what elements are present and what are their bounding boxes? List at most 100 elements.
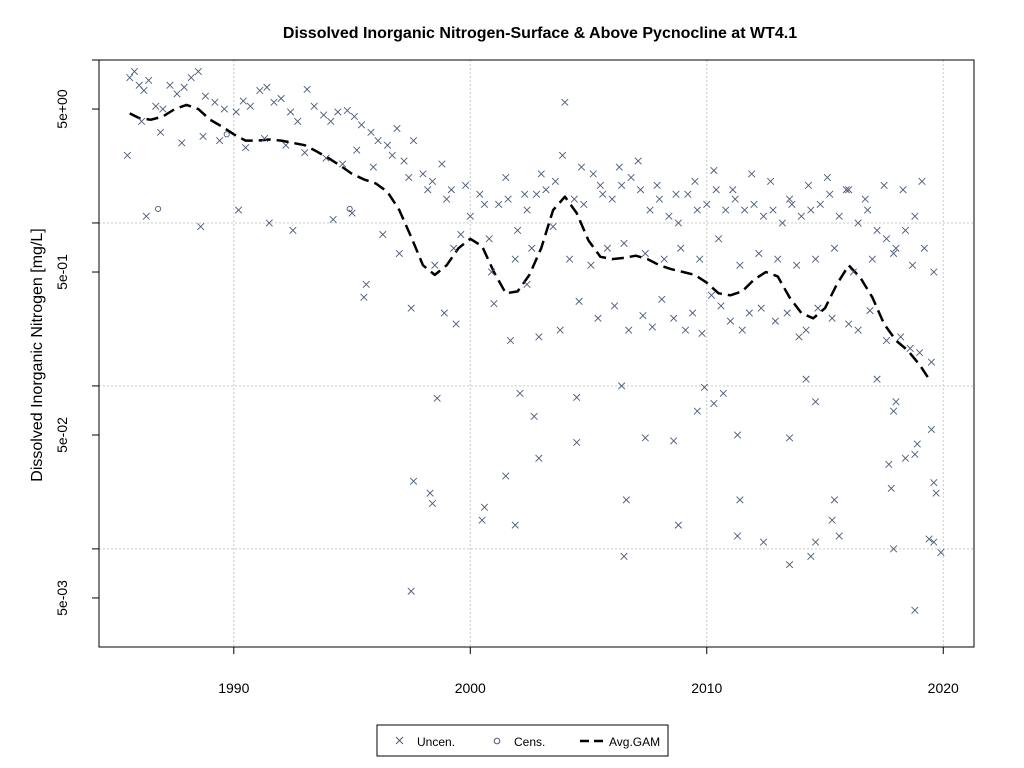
data-point-uncen <box>733 532 742 540</box>
data-point-uncen <box>887 484 895 493</box>
data-point-uncen <box>362 280 370 288</box>
data-point-uncen <box>757 304 765 312</box>
data-point-uncen <box>286 108 295 116</box>
data-point-uncen <box>594 314 602 322</box>
data-point-uncen <box>405 173 413 182</box>
data-point-uncen <box>693 206 701 214</box>
data-point-uncen <box>750 200 758 209</box>
data-point-uncen <box>748 170 756 178</box>
legend-label-cens: Cens. <box>514 735 545 749</box>
data-point-uncen <box>802 375 810 383</box>
data-point-uncen <box>726 317 735 325</box>
y-tick-label: 5e-01 <box>54 254 70 290</box>
data-point-uncen <box>655 195 664 203</box>
data-point-uncen <box>873 226 881 235</box>
data-point-uncen <box>123 151 131 159</box>
y-tick-label: 5e-02 <box>54 417 70 453</box>
data-point-uncen <box>320 111 328 119</box>
data-point-uncen <box>130 67 139 76</box>
data-point-uncen <box>816 200 824 209</box>
data-point-uncen <box>551 177 560 185</box>
data-point-uncen <box>648 323 656 331</box>
data-point-uncen <box>234 206 243 214</box>
data-point-uncen <box>627 173 635 182</box>
data-point-uncen <box>530 412 538 421</box>
data-point-uncen <box>670 314 678 322</box>
data-point-uncen <box>142 212 150 220</box>
data-point-uncen <box>901 226 910 235</box>
data-point-uncen <box>892 244 900 252</box>
data-point-uncen <box>511 255 519 263</box>
data-point-uncen <box>658 295 666 303</box>
data-point-uncen <box>504 195 512 203</box>
x-tick-label: 2000 <box>455 680 486 696</box>
data-point-uncen <box>447 186 455 194</box>
data-point-uncen <box>263 83 271 91</box>
data-point-uncen <box>736 261 744 269</box>
data-point-uncen <box>861 195 869 203</box>
data-point-uncen <box>889 249 898 258</box>
data-point-uncen <box>523 206 531 214</box>
data-point-uncen <box>774 255 782 263</box>
data-point-uncen <box>523 280 531 288</box>
data-point-uncen <box>641 434 649 442</box>
data-point-uncen <box>393 124 401 133</box>
data-point-uncen <box>407 587 415 595</box>
data-point-uncen <box>173 90 181 98</box>
data-point-uncen <box>407 304 415 312</box>
data-point-uncen <box>691 177 699 185</box>
data-point-uncen <box>710 166 718 175</box>
data-point-uncen <box>573 393 581 402</box>
data-point-uncen <box>674 219 683 227</box>
data-point-uncen <box>769 206 777 214</box>
data-point-uncen <box>126 73 134 82</box>
data-point-uncen <box>301 149 309 157</box>
data-point-uncen <box>889 545 898 553</box>
data-point-uncen <box>199 132 207 140</box>
y-axis-label: Dissolved Inorganic Nitrogen [mg/L] <box>29 228 46 481</box>
data-point-uncen <box>260 134 269 143</box>
data-point-uncen <box>535 333 543 341</box>
x-tick-label: 1990 <box>218 680 249 696</box>
data-point-uncen <box>383 141 392 149</box>
data-point-uncen <box>665 212 673 220</box>
data-point-uncen <box>450 244 458 252</box>
data-point-uncen <box>322 154 330 162</box>
chart-title: Dissolved Inorganic Nitrogen-Surface & A… <box>283 25 797 42</box>
grid <box>99 59 974 647</box>
data-point-uncen <box>830 496 839 504</box>
data-point-uncen <box>426 489 434 497</box>
data-point-uncen <box>759 212 768 220</box>
data-point-uncen <box>899 186 907 194</box>
data-point-uncen <box>918 177 926 185</box>
data-point-uncen <box>788 200 796 209</box>
data-point-uncen <box>379 230 387 239</box>
data-point-uncen <box>438 160 446 168</box>
data-point-uncen <box>282 141 290 149</box>
data-point-uncen <box>811 398 820 406</box>
data-point-uncen <box>901 454 910 462</box>
plot-frame <box>98 59 975 648</box>
data-point-uncen <box>428 177 437 185</box>
data-point-uncen <box>703 200 711 209</box>
x-tick-label: 2010 <box>691 680 722 696</box>
data-point-uncen <box>908 261 917 269</box>
data-point-uncen <box>688 309 697 317</box>
data-point-uncen <box>845 186 853 194</box>
data-point-uncen <box>246 102 254 110</box>
data-point-uncen <box>528 244 536 252</box>
data-point-uncen <box>506 336 515 345</box>
data-point-uncen <box>428 499 437 508</box>
data-point-uncen <box>561 98 569 106</box>
data-point-uncen <box>343 106 351 115</box>
data-point-uncen <box>882 235 891 243</box>
x-tick-label: 2020 <box>928 680 959 696</box>
data-point-uncen <box>835 532 843 540</box>
data-point-uncen <box>608 195 616 203</box>
data-point-uncen <box>570 195 578 203</box>
data-point-uncen <box>521 190 529 198</box>
data-point-uncen <box>573 438 581 447</box>
data-point-uncen <box>783 309 791 317</box>
data-point-uncen <box>889 407 898 415</box>
data-point-uncen <box>828 314 836 322</box>
